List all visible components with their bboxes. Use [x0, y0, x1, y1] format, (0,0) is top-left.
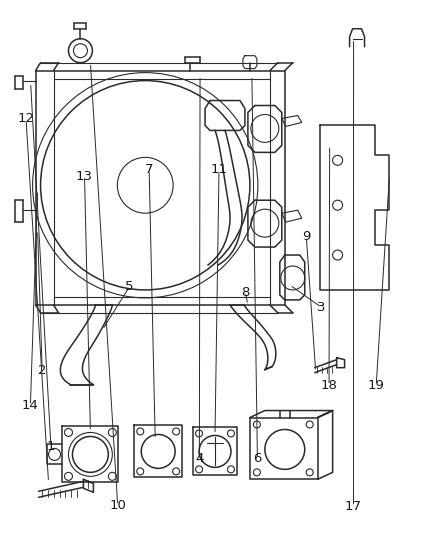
Text: 5: 5 [125, 280, 134, 293]
Bar [250, 417, 318, 479]
Text: 14: 14 [22, 399, 39, 412]
Text: 12: 12 [18, 112, 35, 125]
Text: 1: 1 [47, 440, 55, 453]
Text: 18: 18 [321, 379, 337, 392]
Text: 9: 9 [302, 230, 311, 243]
Text: 4: 4 [195, 453, 204, 465]
Text: 7: 7 [145, 163, 153, 176]
Text: 19: 19 [368, 379, 385, 392]
Text: 2: 2 [38, 364, 46, 377]
Text: 11: 11 [211, 163, 227, 176]
Text: 8: 8 [241, 286, 249, 298]
Text: 10: 10 [109, 499, 126, 512]
Text: 17: 17 [345, 500, 362, 513]
Text: 3: 3 [318, 301, 326, 314]
Text: 13: 13 [76, 169, 93, 183]
Text: 6: 6 [253, 453, 261, 465]
